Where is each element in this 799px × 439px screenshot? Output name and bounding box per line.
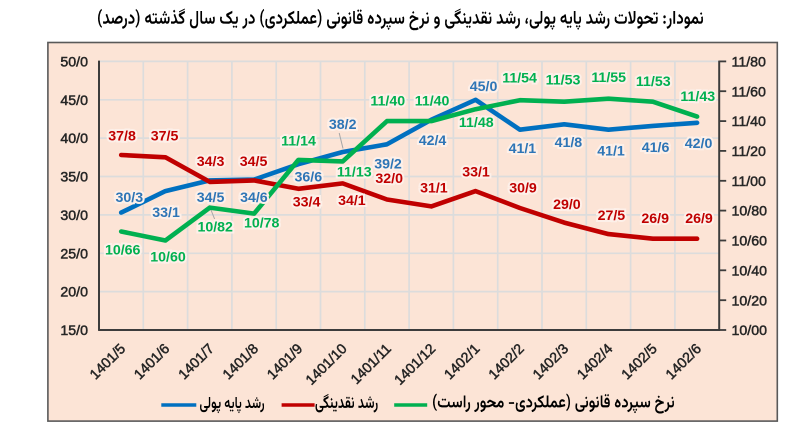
svg-text:26/9: 26/9 xyxy=(685,211,713,227)
svg-text:10/20: 10/20 xyxy=(732,293,768,309)
svg-text:42/0: 42/0 xyxy=(685,136,713,152)
svg-text:39/2: 39/2 xyxy=(374,157,402,173)
svg-text:40/0: 40/0 xyxy=(60,131,88,147)
svg-text:11/53: 11/53 xyxy=(546,73,581,89)
svg-text:30/3: 30/3 xyxy=(115,190,143,206)
svg-text:30/0: 30/0 xyxy=(60,208,88,224)
svg-text:34/5: 34/5 xyxy=(197,190,225,206)
svg-text:11/40: 11/40 xyxy=(370,93,405,109)
svg-text:50/0: 50/0 xyxy=(60,55,88,71)
svg-text:10/00: 10/00 xyxy=(732,323,768,339)
svg-text:11/80: 11/80 xyxy=(732,55,767,71)
svg-text:11/53: 11/53 xyxy=(636,74,671,90)
svg-text:11/14: 11/14 xyxy=(281,134,316,150)
svg-text:34/3: 34/3 xyxy=(197,154,225,170)
svg-text:11/60: 11/60 xyxy=(732,84,767,100)
svg-text:42/4: 42/4 xyxy=(419,133,447,149)
svg-text:11/48: 11/48 xyxy=(459,115,494,131)
svg-text:11/20: 11/20 xyxy=(732,144,767,160)
svg-text:33/4: 33/4 xyxy=(293,195,321,211)
svg-text:45/0: 45/0 xyxy=(470,79,498,95)
svg-text:11/54: 11/54 xyxy=(502,71,537,87)
svg-text:30/9: 30/9 xyxy=(509,181,537,197)
svg-text:41/1: 41/1 xyxy=(509,141,537,157)
svg-text:41/6: 41/6 xyxy=(642,140,670,156)
svg-text:11/55: 11/55 xyxy=(591,70,626,86)
svg-text:31/1: 31/1 xyxy=(420,181,448,197)
svg-text:26/9: 26/9 xyxy=(641,211,669,227)
svg-text:33/1: 33/1 xyxy=(152,205,180,221)
svg-text:10/40: 10/40 xyxy=(732,263,768,279)
svg-text:25/0: 25/0 xyxy=(60,246,88,262)
svg-text:11/43: 11/43 xyxy=(680,89,715,105)
svg-text:33/1: 33/1 xyxy=(462,164,490,180)
svg-text:37/8: 37/8 xyxy=(108,129,136,145)
svg-text:34/5: 34/5 xyxy=(240,154,268,170)
svg-text:10/80: 10/80 xyxy=(732,204,768,220)
svg-text:32/0: 32/0 xyxy=(375,171,403,187)
svg-text:29/0: 29/0 xyxy=(553,197,581,213)
svg-text:36/6: 36/6 xyxy=(294,169,322,185)
svg-text:10/60: 10/60 xyxy=(150,250,186,266)
svg-text:10/60: 10/60 xyxy=(732,234,768,250)
svg-text:38/2: 38/2 xyxy=(329,117,357,133)
svg-text:10/66: 10/66 xyxy=(105,243,141,259)
svg-text:11/13: 11/13 xyxy=(337,165,372,181)
svg-text:34/1: 34/1 xyxy=(338,193,366,209)
svg-text:11/40: 11/40 xyxy=(732,114,767,130)
svg-text:10/78: 10/78 xyxy=(244,216,280,232)
svg-text:10/82: 10/82 xyxy=(197,220,233,236)
svg-text:37/5: 37/5 xyxy=(151,129,179,145)
svg-text:27/5: 27/5 xyxy=(598,208,626,224)
svg-text:11/40: 11/40 xyxy=(415,93,450,109)
svg-text:34/6: 34/6 xyxy=(240,190,268,206)
svg-text:11/00: 11/00 xyxy=(732,174,767,190)
svg-text:41/1: 41/1 xyxy=(597,144,625,160)
svg-text:41/8: 41/8 xyxy=(555,135,583,151)
svg-text:15/0: 15/0 xyxy=(60,323,88,339)
svg-text:45/0: 45/0 xyxy=(60,93,88,109)
svg-text:20/0: 20/0 xyxy=(60,285,88,301)
svg-text:35/0: 35/0 xyxy=(60,170,88,186)
